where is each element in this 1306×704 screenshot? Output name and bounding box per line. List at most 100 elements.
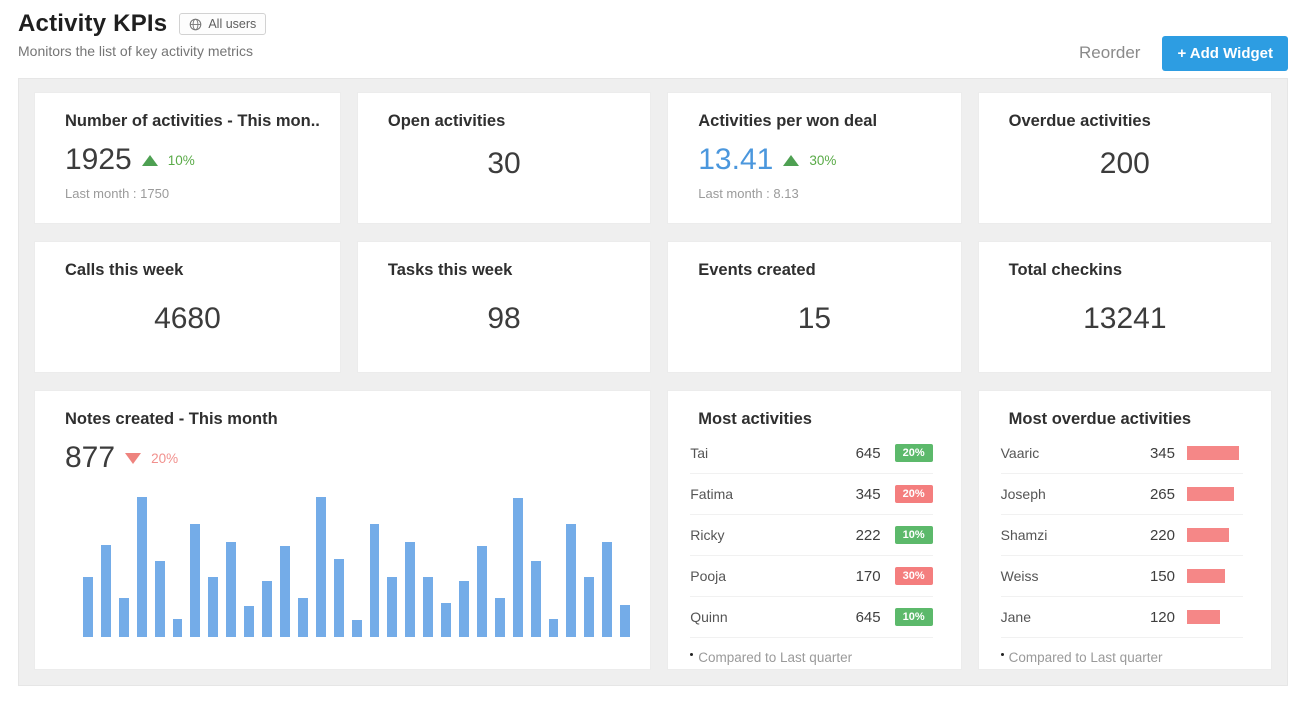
chart-bar [315, 497, 326, 637]
widget-title: Activities per won deal [698, 112, 878, 130]
chart-bar [136, 497, 147, 637]
overdue-count: 220 [1149, 526, 1175, 544]
chart-bar [190, 524, 201, 637]
comparison-text: Last month : 8.13 [698, 186, 799, 201]
percent-badge: 20% [894, 485, 933, 503]
percent-badge: 10% [894, 608, 933, 626]
user-name: Joseph [1000, 486, 1046, 502]
add-widget-button[interactable]: + Add Widget [1162, 35, 1288, 71]
footnote-marker-icon [1000, 653, 1004, 656]
widget-title: Number of activities - This mon.. [65, 112, 320, 130]
user-name: Weiss [1000, 568, 1039, 584]
chart-bar [584, 577, 595, 637]
list-item: Ricky 222 10% [690, 515, 933, 556]
list-item: Joseph 265 [1000, 474, 1243, 515]
trend-up-icon [783, 154, 800, 166]
footnote: Compared to Last quarter [668, 638, 960, 665]
trend-down-icon [125, 452, 142, 464]
user-name: Pooja [690, 568, 727, 584]
comparison-text: Last month : 1750 [65, 186, 170, 201]
chart-bar [548, 619, 559, 637]
kpi-value: 877 [65, 441, 116, 474]
kpi-value: 13241 [1083, 302, 1167, 335]
overdue-bar [1187, 610, 1220, 624]
trend-percent: 20% [151, 450, 179, 466]
list-item: Weiss 150 [1000, 556, 1243, 597]
kpi-value: 13.41 [698, 143, 774, 176]
trend-percent: 30% [809, 152, 837, 168]
list-item: Jane 120 [1000, 597, 1243, 638]
reorder-button[interactable]: Reorder [1079, 43, 1141, 62]
notes-created-chart-card: Notes created - This month 877 20% [34, 390, 652, 670]
user-name: Shamzi [1000, 527, 1048, 543]
dashboard-header: Activity KPIs All users Monitors the lis… [0, 0, 1306, 78]
trend-percent: 10% [167, 152, 195, 168]
chart-bar [405, 542, 416, 637]
kpi-value: 4680 [154, 302, 221, 335]
chart-bar [459, 581, 469, 637]
chart-bar [566, 524, 577, 637]
user-name: Tai [690, 445, 709, 461]
chart-bar [244, 606, 255, 637]
most-overdue-list: Vaaric 345 Joseph 265 Shamzi 220 Weiss 1… [979, 433, 1271, 638]
user-name: Ricky [690, 527, 725, 543]
activity-count: 170 [855, 567, 881, 585]
user-name: Fatima [690, 486, 734, 502]
kpi-card-activities-per-won-deal: Activities per won deal 13.41 30% Last m… [667, 92, 962, 224]
footnote-text: Compared to Last quarter [1008, 650, 1163, 665]
activity-count: 222 [855, 526, 881, 544]
chart-bar [83, 577, 93, 637]
most-overdue-activities-card: Most overdue activities Vaaric 345 Josep… [977, 390, 1272, 670]
chart-bar [226, 542, 237, 637]
user-name: Jane [1000, 609, 1031, 625]
kpi-value: 200 [1099, 147, 1150, 180]
chart-bar [100, 545, 111, 637]
list-item: Quinn 645 10% [690, 597, 933, 638]
kpi-value: 1925 [65, 143, 132, 176]
chart-bar [262, 581, 272, 637]
widget-title: Open activities [387, 112, 506, 130]
overdue-bar [1187, 528, 1229, 542]
notes-bar-chart [83, 495, 631, 637]
percent-badge: 10% [894, 526, 933, 544]
user-name: Quinn [690, 609, 728, 625]
kpi-card-events-created: Events created 15 [667, 241, 962, 373]
overdue-bar [1187, 446, 1239, 460]
activity-count: 345 [855, 485, 881, 503]
activity-count: 645 [855, 608, 881, 626]
scope-badge-label: All users [208, 17, 257, 31]
trend-up-icon [141, 154, 158, 166]
kpi-value: 15 [797, 302, 832, 335]
chart-bar [297, 598, 308, 637]
chart-bar [512, 498, 523, 637]
widget-title: Calls this week [65, 261, 184, 279]
widget-title: Total checkins [1008, 261, 1123, 279]
kpi-card-calls-this-week: Calls this week 4680 [34, 241, 341, 373]
chart-bar [118, 598, 129, 637]
list-item: Vaaric 345 [1000, 433, 1243, 474]
chart-bar [208, 577, 219, 637]
chart-bar [351, 620, 362, 637]
list-item: Tai 645 20% [690, 433, 933, 474]
chart-bar [602, 542, 613, 637]
chart-bar [494, 598, 505, 637]
chart-bar [441, 603, 452, 637]
chart-bar [333, 559, 344, 637]
percent-badge: 20% [894, 444, 933, 462]
widget-title: Overdue activities [1008, 112, 1151, 130]
percent-badge: 30% [894, 567, 933, 585]
kpi-card-total-checkins: Total checkins 13241 [977, 241, 1272, 373]
most-activities-card: Most activities Tai 645 20% Fatima 345 2… [667, 390, 962, 670]
chart-bar [172, 619, 183, 637]
kpi-value: 98 [487, 302, 521, 335]
page-subtitle: Monitors the list of key activity metric… [18, 43, 253, 59]
user-scope-selector[interactable]: All users [179, 13, 267, 35]
overdue-count: 345 [1149, 444, 1175, 462]
widget-title: Events created [698, 261, 816, 279]
chart-bar [530, 561, 541, 637]
list-item: Pooja 170 30% [690, 556, 933, 597]
chart-bar [387, 577, 398, 637]
page-title: Activity KPIs [18, 10, 168, 37]
widget-title: Tasks this week [387, 261, 513, 279]
most-activities-list: Tai 645 20% Fatima 345 20% Ricky 222 10%… [668, 433, 960, 638]
